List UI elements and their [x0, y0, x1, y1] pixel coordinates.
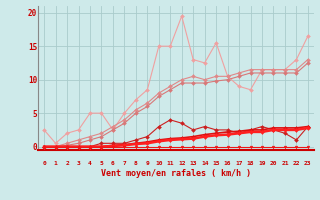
X-axis label: Vent moyen/en rafales ( km/h ): Vent moyen/en rafales ( km/h ) [101, 169, 251, 178]
